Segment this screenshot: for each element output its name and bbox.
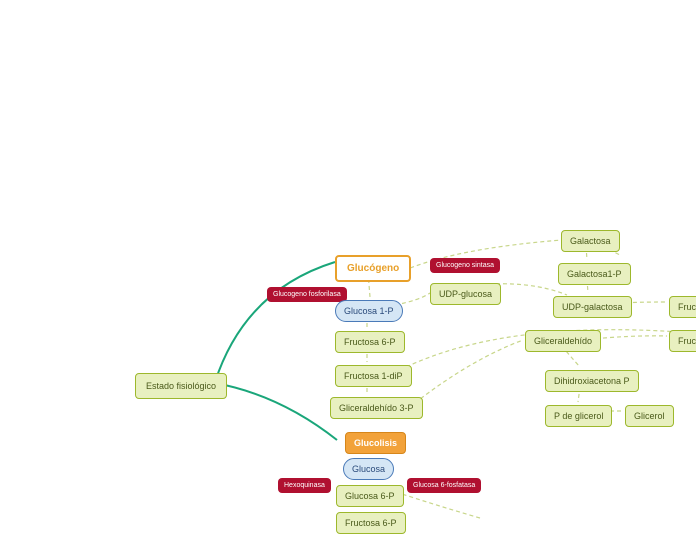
node-fructosa6p[interactable]: Fructosa 6-P — [335, 331, 405, 353]
node-glucolisis[interactable]: Glucolisis — [345, 432, 406, 454]
edge-solid — [215, 383, 337, 440]
node-glucosa[interactable]: Glucosa — [343, 458, 394, 480]
node-glicerol[interactable]: Glicerol — [625, 405, 674, 427]
node-galactosa1p[interactable]: Galactosa1-P — [558, 263, 631, 285]
edge-solid — [215, 262, 335, 382]
node-hexoquinasa[interactable]: Hexoquinasa — [278, 478, 331, 493]
node-galactosa[interactable]: Galactosa — [561, 230, 620, 252]
node-glucosa6p[interactable]: Glucosa 6-P — [336, 485, 404, 507]
node-estado[interactable]: Estado fisiológico — [135, 373, 227, 399]
node-p_glicerol[interactable]: P de glicerol — [545, 405, 612, 427]
edge-dashed — [396, 492, 480, 518]
node-glucogeno[interactable]: Glucógeno — [335, 255, 411, 282]
node-udp_glucosa[interactable]: UDP-glucosa — [430, 283, 501, 305]
edge-dashed — [415, 340, 523, 403]
node-gliceraldehido[interactable]: Gliceraldehído — [525, 330, 601, 352]
node-gluc_sintasa[interactable]: Glucogeno sintasa — [430, 258, 500, 273]
node-udp_galactosa[interactable]: UDP-galactosa — [553, 296, 632, 318]
node-fructosa1dip[interactable]: Fructosa 1-diP — [335, 365, 412, 387]
node-dihidroxiacetona[interactable]: Dihidroxiacetona P — [545, 370, 639, 392]
node-gluc_fosforilasa[interactable]: Glucogeno fosforilasa — [267, 287, 347, 302]
node-glucosa1p[interactable]: Glucosa 1-P — [335, 300, 403, 322]
node-gliceraldehido3p[interactable]: Gliceraldehído 3-P — [330, 397, 423, 419]
node-gluc6fosfatasa[interactable]: Glucosa 6-fosfatasa — [407, 478, 481, 493]
node-fruct_r2[interactable]: Fruct — [669, 330, 696, 352]
node-fruct_r1[interactable]: Fruct — [669, 296, 696, 318]
node-fructosa6p2[interactable]: Fructosa 6-P — [336, 512, 406, 534]
